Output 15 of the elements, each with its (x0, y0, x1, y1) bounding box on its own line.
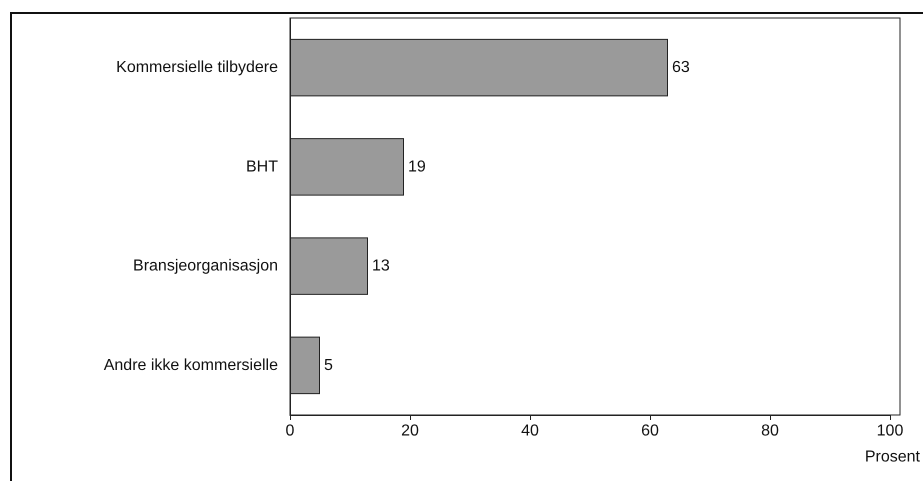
y-tick-label: Bransjeorganisasjon (133, 258, 278, 275)
x-tick-label: 20 (401, 422, 419, 440)
y-tick-label: Andre ikke kommersielle (104, 356, 278, 374)
x-axis-title: Prosent (864, 448, 921, 466)
x-tick-label: 80 (761, 422, 779, 440)
y-tick-label: Kommersielle tilbydere (116, 59, 278, 76)
data-label: 5 (324, 356, 333, 374)
x-tick-label: 100 (876, 422, 904, 440)
x-tick-label: 0 (286, 422, 295, 440)
y-tick-label: BHT (246, 158, 278, 176)
x-tick-label: 60 (641, 422, 659, 440)
data-label: 19 (408, 158, 426, 176)
data-label: 13 (372, 258, 390, 275)
data-label: 63 (672, 59, 690, 76)
x-tick-label: 40 (521, 422, 539, 440)
